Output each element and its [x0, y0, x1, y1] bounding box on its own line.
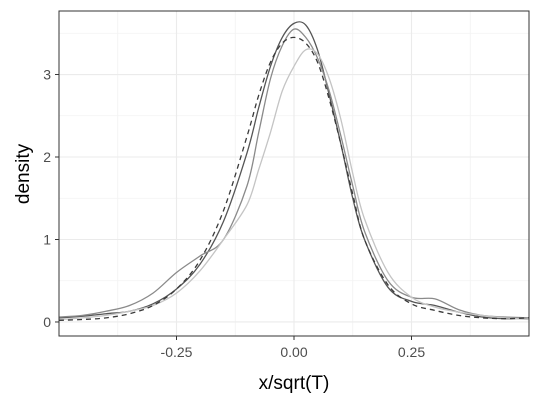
- axis-ticks: -0.25 0.00 0.25 0 1 2 3: [43, 67, 425, 360]
- series-line-2: [58, 28, 530, 319]
- y-tick-label: 2: [43, 149, 51, 165]
- series-line-3: [58, 48, 530, 321]
- series-line-1: [58, 21, 530, 320]
- series-line-4: [58, 36, 530, 321]
- y-tick-label: 3: [43, 67, 51, 83]
- series-lines: [58, 21, 530, 321]
- x-axis-title: x/sqrt(T): [259, 373, 330, 394]
- y-tick-label: 0: [43, 314, 51, 330]
- x-tick-label: -0.25: [161, 344, 193, 360]
- y-axis-title: density: [13, 143, 34, 204]
- y-tick-label: 1: [43, 231, 51, 247]
- x-tick-label: 0.25: [398, 344, 425, 360]
- grid: [59, 11, 529, 336]
- x-tick-label: 0.00: [280, 344, 307, 360]
